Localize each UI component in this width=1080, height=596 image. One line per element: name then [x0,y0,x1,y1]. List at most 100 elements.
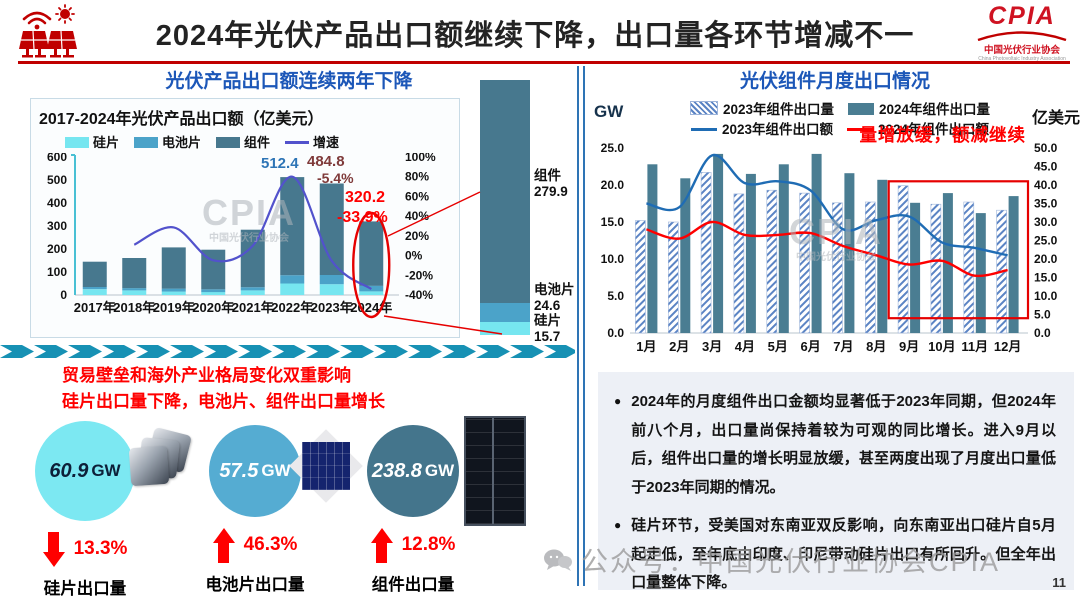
growth-line-swatch [285,141,310,144]
down-arrow-icon [42,531,65,567]
svg-text:20.0: 20.0 [601,178,625,192]
label-2024-total: 320.2 [345,189,386,206]
legend-2023-value: 2023年组件出口额 [690,120,833,140]
blue-line-swatch [690,128,717,131]
cpia-logo-arc [977,31,1067,42]
left-section-title: 光伏产品出口额连续两年下降 [165,71,413,92]
svg-text:2018年: 2018年 [113,300,155,315]
svg-text:30.0: 30.0 [1034,215,1058,229]
public-account-watermark: 公众号：中国光伏行业协会CPIA [543,540,1000,579]
right-section-title: 光伏组件月度出口情况 [739,71,930,92]
cell-circle: 57.5 GW [209,425,301,517]
solid-swatch [848,103,874,115]
svg-text:12月: 12月 [994,339,1021,354]
bullet-2: ● 硅片环节，受美国对东南亚双反影响，向东南亚出口硅片自5月起走低，至年底由印度… [612,512,1056,596]
svg-text:8月: 8月 [866,339,886,354]
module-circle: 238.8 GW [367,425,459,517]
svg-text:2月: 2月 [669,339,689,354]
svg-text:-20%: -20% [405,268,433,282]
svg-text:0: 0 [60,288,67,302]
label-2022-total: 512.4 [261,155,299,172]
svg-text:2017年: 2017年 [74,300,116,315]
svg-text:15.0: 15.0 [1034,271,1058,285]
bullet-1: ● 2024年的月度组件出口金额均显著低于2023年同期，但2024年前八个月，… [612,388,1056,502]
legend-2024-volume: 2024年组件出口量 [848,100,990,120]
svg-text:600: 600 [47,153,67,164]
hatched-swatch [689,101,718,115]
monthly-export-chart: 25.0 20.0 15.0 10.0 5.0 0.0 50.0 45.0 40.0 35.0 30… [596,141,1070,358]
silicon-swatch [65,137,89,148]
silicon-circle: 60.9 GW [35,421,135,521]
column-separator [577,66,585,586]
svg-text:5.0: 5.0 [607,289,624,303]
svg-text:100: 100 [47,265,67,279]
svg-text:400: 400 [47,196,67,210]
svg-text:25.0: 25.0 [1034,234,1058,248]
legend-module: 组件 [216,132,270,151]
right-section: 光伏组件月度出口情况 GW 亿美元 2023年组件出口量 2024年组件出口量 … [590,64,1080,596]
cell-stat-label: 电池片出口量 [205,576,305,594]
svg-text:0.0: 0.0 [1034,326,1051,340]
svg-text:40%: 40% [405,209,429,223]
legend-silicon: 硅片 [65,132,119,151]
svg-text:10.0: 10.0 [601,252,625,266]
label-2024-pct: -33.9% [337,209,388,226]
svg-text:5.0: 5.0 [1034,308,1051,322]
label-2023-total: 484.8 [307,153,345,170]
svg-text:2023年: 2023年 [311,300,353,315]
right-axis-unit: 亿美元 [1031,110,1080,127]
svg-text:3月: 3月 [702,339,722,354]
svg-text:2019年: 2019年 [153,300,195,315]
svg-text:10.0: 10.0 [1034,289,1058,303]
legend-cell: 电池片 [134,132,201,151]
header: 2024年光伏产品出口额继续下降，出口量各环节增减不一 CPIA 中国光伏行业协… [0,0,1080,64]
silicon-stat-label: 硅片出口量 [43,580,127,596]
annual-chart-legend: 硅片 电池片 组件 增速 [65,132,451,151]
breakdown-segment-组件 [480,80,530,303]
stat-cell: 57.5 GW 46.3% 电池片出口量 [180,425,330,595]
up-arrow-icon [370,527,393,563]
impact-text: 贸易壁垒和海外产业格局变化双重影响 硅片出口量下降，电池片、组件出口量增长 [62,363,385,414]
breakdown-cell-label: 电池片 24.6 [534,282,575,313]
stat-silicon: 60.9 GW 13.3% 硅片出口量 [10,421,160,596]
cpia-logo-sub: China Photovoltaic Industry Association [978,55,1066,62]
svg-text:2022年: 2022年 [271,300,313,315]
bullet-icon: ● [614,518,622,532]
wechat-icon [544,549,572,571]
svg-text:2020年: 2020年 [192,300,234,315]
svg-text:20.0: 20.0 [1034,252,1058,266]
svg-text:25.0: 25.0 [601,142,625,155]
summary-box: ● 2024年的月度组件出口金额均显著低于2023年同期，但2024年前八个月，… [598,372,1074,591]
svg-text:6月: 6月 [800,339,820,354]
svg-text:11月: 11月 [961,339,988,354]
annual-export-chart: 2017-2024年光伏产品出口额（亿美元） 硅片 电池片 组件 增速 600 5… [30,98,460,338]
module-swatch [216,137,241,148]
svg-text:9月: 9月 [899,339,919,354]
legend-2023-volume: 2023年组件出口量 [689,100,834,120]
left-section: 光伏产品出口额连续两年下降 2017-2024年光伏产品出口额（亿美元） 硅片 … [0,64,578,596]
svg-text:50.0: 50.0 [1034,142,1058,155]
breakdown-segment-硅片 [480,322,530,335]
svg-text:2024年: 2024年 [350,300,392,315]
impact-line-2: 硅片出口量下降，电池片、组件出口量增长 [62,391,385,411]
svg-text:-40%: -40% [405,288,433,302]
left-axis-unit: GW [594,102,624,121]
svg-text:0.0: 0.0 [607,326,624,340]
svg-text:60%: 60% [405,189,429,203]
stat-module: 238.8 GW 12.8% 组件出口量 [338,425,488,595]
cell-pct: 46.3% [243,534,298,555]
svg-text:2021年: 2021年 [232,300,274,315]
breakdown-2024-bar [480,80,530,335]
svg-text:0%: 0% [405,249,423,263]
legend-growth: 增速 [285,132,339,151]
annual-chart-plot: 600 500 400 300 200 100 0 100% 80% 60% 40% 20% 0% -20… [39,150,459,325]
svg-text:100%: 100% [405,153,436,164]
svg-text:200: 200 [47,242,67,256]
label-2023-pct: -5.4% [317,170,354,186]
monthly-chart-annotation: 量增放缓，额减继续 [859,125,1026,145]
module-stat-label: 组件出口量 [371,576,455,594]
svg-text:80%: 80% [405,170,429,184]
svg-text:4月: 4月 [735,339,755,354]
cell-image [289,429,363,503]
